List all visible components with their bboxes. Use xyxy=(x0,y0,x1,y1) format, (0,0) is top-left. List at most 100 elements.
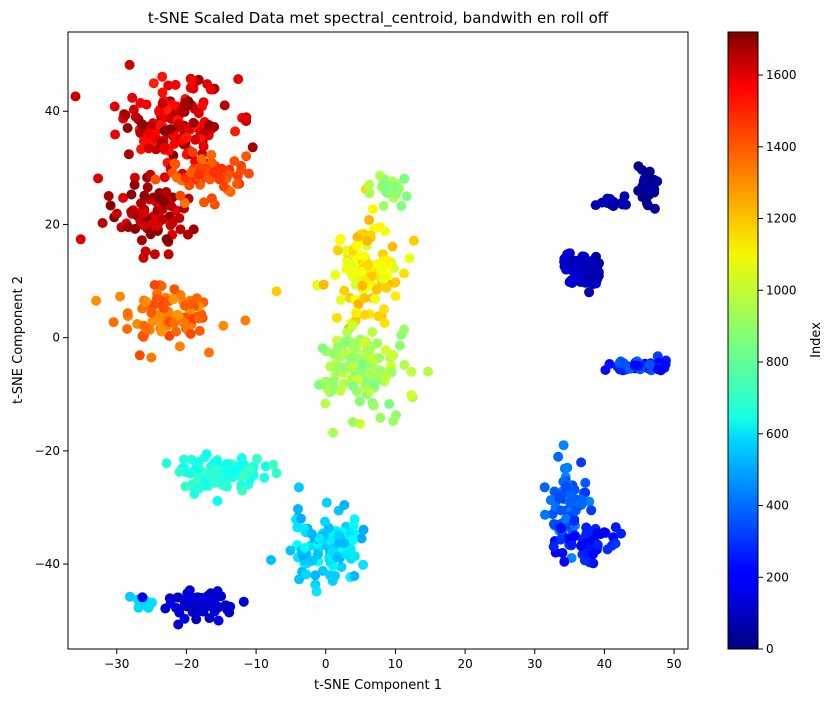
scatter-point xyxy=(169,284,180,295)
scatter-points xyxy=(70,59,671,630)
scatter-point xyxy=(336,562,347,572)
scatter-point xyxy=(384,399,395,409)
scatter-point xyxy=(355,250,366,261)
scatter-point xyxy=(205,469,216,480)
scatter-point xyxy=(123,222,134,233)
scatter-point xyxy=(545,495,556,506)
scatter-point xyxy=(229,156,240,167)
scatter-point xyxy=(241,151,252,162)
scatter-point xyxy=(594,258,604,269)
scatter-point xyxy=(644,359,655,370)
scatter-point xyxy=(186,454,197,465)
scatter-point xyxy=(621,199,631,210)
colorbar-tick-label: 1600 xyxy=(766,68,797,82)
scatter-point xyxy=(406,366,417,377)
scatter-point xyxy=(185,328,196,339)
scatter-point xyxy=(190,463,201,474)
colorbar-ticks: 0 200 400 600 800 1000 1200 1400 1600 xyxy=(758,68,797,656)
x-axis: −30 −20 −10 0 10 20 30 40 50 xyxy=(104,649,682,671)
scatter-point xyxy=(203,120,214,130)
scatter-point xyxy=(380,226,391,237)
scatter-point xyxy=(165,220,176,231)
scatter-point xyxy=(566,540,577,551)
scatter-point xyxy=(328,427,338,438)
scatter-point xyxy=(341,245,352,256)
colorbar-label: Index xyxy=(809,322,824,358)
scatter-point xyxy=(406,390,417,401)
scatter-point xyxy=(558,440,569,451)
scatter-point xyxy=(148,78,159,89)
scatter-point xyxy=(587,269,598,280)
colorbar-tick-label: 0 xyxy=(766,642,774,656)
scatter-point xyxy=(196,154,207,165)
scatter-point xyxy=(173,619,184,630)
scatter-point xyxy=(127,92,138,103)
scatter-point xyxy=(139,190,150,201)
scatter-point xyxy=(238,596,249,607)
colorbar-tick-label: 400 xyxy=(766,499,789,513)
scatter-point xyxy=(124,59,135,70)
scatter-point xyxy=(174,466,185,477)
scatter-point xyxy=(588,558,599,569)
scatter-point xyxy=(143,128,154,139)
scatter-point xyxy=(321,497,332,508)
scatter-point xyxy=(339,285,350,296)
scatter-point xyxy=(373,311,384,322)
scatter-point xyxy=(378,200,389,211)
scatter-point xyxy=(150,174,161,185)
scatter-point xyxy=(399,268,409,279)
scatter-point xyxy=(375,170,385,181)
scatter-point xyxy=(230,126,241,137)
scatter-point xyxy=(638,176,649,187)
scatter-point xyxy=(362,235,373,246)
scatter-point xyxy=(367,327,378,337)
scatter-point xyxy=(163,80,174,91)
scatter-point xyxy=(353,374,364,385)
scatter-point xyxy=(330,570,341,581)
scatter-point xyxy=(629,360,640,371)
colorbar-tick-label: 1200 xyxy=(766,212,797,226)
scatter-point xyxy=(122,123,133,133)
scatter-point xyxy=(218,181,229,192)
scatter-point xyxy=(206,193,217,204)
scatter-point xyxy=(313,549,324,560)
scatter-point xyxy=(216,163,227,174)
scatter-point xyxy=(210,603,221,614)
scatter-point xyxy=(157,87,168,98)
scatter-point xyxy=(340,336,351,347)
scatter-point xyxy=(387,241,398,252)
scatter-point xyxy=(146,352,157,363)
scatter-point xyxy=(159,303,169,314)
scatter-point xyxy=(570,272,581,283)
scatter-point xyxy=(266,555,276,565)
scatter-point xyxy=(579,555,590,566)
scatter-point xyxy=(237,485,248,496)
scatter-point xyxy=(610,522,621,533)
scatter-point xyxy=(557,548,568,558)
scatter-point xyxy=(161,187,172,197)
scatter-point xyxy=(236,453,247,463)
scatter-point xyxy=(389,181,400,192)
scatter-point xyxy=(110,129,121,140)
y-tick-label: 0 xyxy=(52,331,60,345)
x-tick-label: 50 xyxy=(666,657,681,671)
scatter-point xyxy=(260,461,271,472)
scatter-point xyxy=(399,324,410,335)
scatter-point xyxy=(560,514,571,524)
scatter-point xyxy=(139,207,149,218)
scatter-point xyxy=(209,477,220,488)
scatter-point xyxy=(335,385,346,396)
scatter-point xyxy=(576,457,587,468)
x-tick-label: 0 xyxy=(322,657,330,671)
scatter-point xyxy=(126,206,137,217)
scatter-point xyxy=(170,159,181,170)
scatter-point xyxy=(540,509,550,520)
scatter-point xyxy=(380,373,391,384)
scatter-point xyxy=(394,340,405,351)
scatter-point xyxy=(362,260,373,271)
y-axis-label: t-SNE Component 2 xyxy=(11,276,26,404)
scatter-point xyxy=(371,284,382,295)
scatter-point xyxy=(141,296,152,307)
scatter-point xyxy=(157,98,168,109)
scatter-point xyxy=(335,295,346,305)
